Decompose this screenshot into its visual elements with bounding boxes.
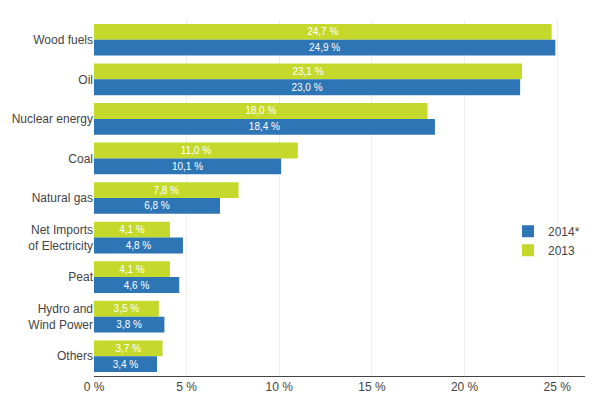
svg-text:Others: Others bbox=[57, 349, 93, 363]
svg-text:Nuclear energy: Nuclear energy bbox=[12, 112, 93, 126]
svg-text:24,9 %: 24,9 % bbox=[309, 42, 340, 53]
svg-text:24,7 %: 24,7 % bbox=[307, 26, 338, 37]
svg-text:18,4 %: 18,4 % bbox=[249, 121, 280, 132]
svg-text:3,7 %: 3,7 % bbox=[115, 343, 141, 354]
svg-text:23,1 %: 23,1 % bbox=[292, 66, 323, 77]
svg-text:7,8 %: 7,8 % bbox=[153, 185, 179, 196]
svg-text:6,8 %: 6,8 % bbox=[144, 200, 170, 211]
svg-text:3,4 %: 3,4 % bbox=[113, 359, 139, 370]
svg-text:3,8 %: 3,8 % bbox=[116, 319, 142, 330]
svg-text:Hydro andWind Power: Hydro andWind Power bbox=[28, 302, 93, 332]
svg-text:2014*: 2014* bbox=[548, 225, 580, 239]
svg-text:18,0 %: 18,0 % bbox=[245, 105, 276, 116]
svg-text:10 %: 10 % bbox=[266, 380, 294, 394]
svg-text:Oil: Oil bbox=[78, 73, 93, 87]
svg-text:4,1 %: 4,1 % bbox=[119, 224, 145, 235]
svg-text:4,1 %: 4,1 % bbox=[119, 264, 145, 275]
svg-text:Coal: Coal bbox=[68, 152, 93, 166]
svg-text:10,1 %: 10,1 % bbox=[172, 161, 203, 172]
svg-text:3,5 %: 3,5 % bbox=[114, 303, 140, 314]
svg-text:Peat: Peat bbox=[68, 270, 93, 284]
svg-text:Net Importsof Electricity: Net Importsof Electricity bbox=[28, 223, 93, 253]
svg-text:11,0 %: 11,0 % bbox=[181, 145, 211, 156]
svg-text:4,6 %: 4,6 % bbox=[124, 280, 150, 291]
svg-text:0 %: 0 % bbox=[84, 380, 105, 394]
svg-text:5 %: 5 % bbox=[176, 380, 197, 394]
svg-text:23,0 %: 23,0 % bbox=[291, 82, 322, 93]
svg-text:4,8 %: 4,8 % bbox=[126, 240, 152, 251]
svg-text:Natural gas: Natural gas bbox=[32, 191, 93, 205]
svg-text:20 %: 20 % bbox=[451, 380, 479, 394]
svg-text:Wood fuels: Wood fuels bbox=[33, 33, 93, 47]
svg-text:15 %: 15 % bbox=[358, 380, 386, 394]
svg-text:25 %: 25 % bbox=[544, 380, 572, 394]
svg-text:2013: 2013 bbox=[548, 244, 575, 258]
